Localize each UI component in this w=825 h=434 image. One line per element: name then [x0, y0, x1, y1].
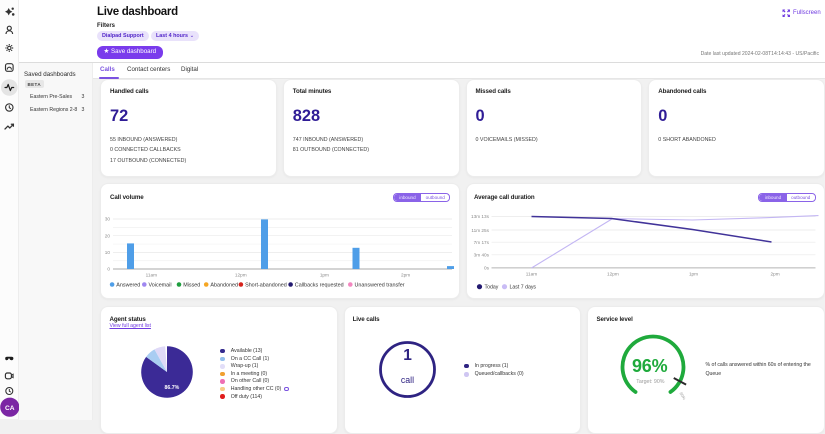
svg-text:0: 0: [107, 267, 110, 272]
svg-text:1pm: 1pm: [688, 272, 697, 277]
svg-text:Answered: Answered: [116, 283, 140, 289]
svg-text:0s: 0s: [484, 266, 490, 271]
svg-text:12pm: 12pm: [607, 272, 619, 277]
svg-text:Short-abandoned: Short-abandoned: [245, 283, 287, 289]
svg-text:3m 40s: 3m 40s: [473, 253, 489, 258]
svg-text:2pm: 2pm: [770, 272, 779, 277]
svg-text:12pm: 12pm: [235, 273, 247, 278]
svg-text:Voicemail: Voicemail: [149, 283, 172, 289]
svg-text:Last 7 days: Last 7 days: [509, 285, 536, 291]
svg-text:Unanswered transfer: Unanswered transfer: [355, 283, 405, 289]
svg-text:13m 13s: 13m 13s: [471, 214, 490, 219]
svg-text:20: 20: [105, 233, 111, 238]
svg-text:90%: 90%: [679, 391, 688, 401]
svg-text:11m 25s: 11m 25s: [471, 228, 489, 233]
svg-text:11am: 11am: [525, 272, 536, 277]
svg-text:Missed: Missed: [183, 283, 200, 289]
svg-text:CA: CA: [5, 405, 15, 412]
svg-text:Abandoned: Abandoned: [210, 283, 238, 289]
svg-text:Today: Today: [484, 285, 498, 291]
svg-text:Callbacks requested: Callbacks requested: [295, 283, 344, 289]
svg-text:2pm: 2pm: [401, 273, 410, 278]
svg-text:30: 30: [105, 217, 111, 222]
svg-text:7m 17s: 7m 17s: [473, 240, 489, 245]
svg-text:10: 10: [105, 250, 111, 255]
svg-text:11am: 11am: [146, 273, 157, 278]
svg-text:1pm: 1pm: [320, 273, 329, 278]
